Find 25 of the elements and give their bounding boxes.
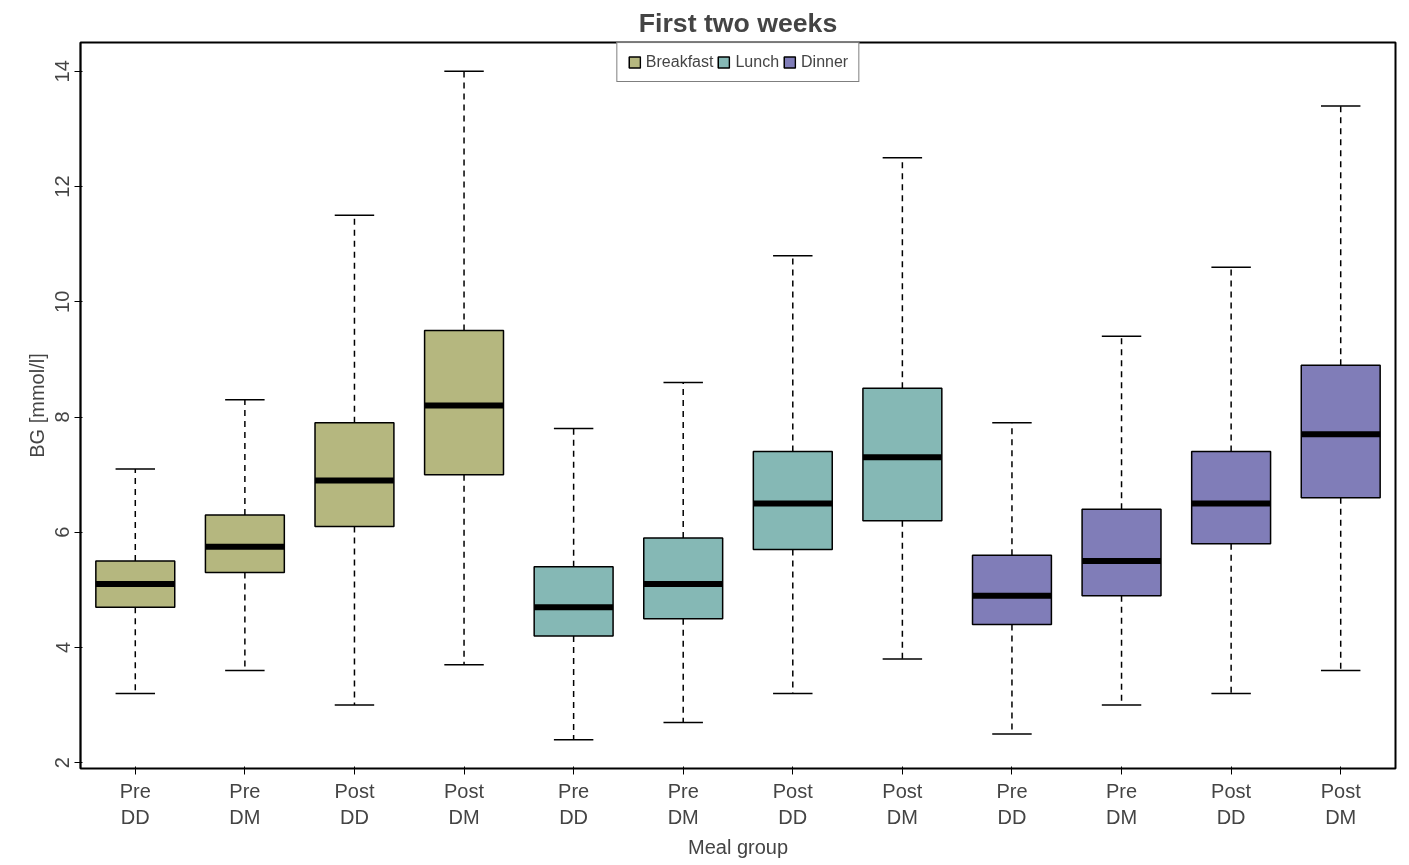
x-tick-label: Pre DD (119, 779, 151, 828)
y-tick-label: 8 (51, 411, 74, 423)
y-tick-label: 10 (51, 290, 74, 313)
legend-label: Lunch (735, 53, 780, 71)
legend-label: Breakfast (645, 53, 714, 71)
x-tick-label: Pre DM (1105, 779, 1138, 828)
y-tick-label: 2 (51, 757, 74, 769)
y-axis-title: BG [mmol/l] (25, 353, 48, 458)
chart-title: First two weeks (638, 7, 838, 38)
y-tick-label: 4 (51, 641, 74, 654)
x-tick-label: Post DD (772, 779, 814, 828)
y-tick-label: 14 (51, 60, 74, 83)
x-tick-label: Post DM (444, 779, 485, 828)
x-tick-label: Post DD (334, 779, 375, 828)
x-tick-label: Pre DM (667, 779, 699, 828)
x-tick-label: Post DD (1211, 779, 1252, 828)
x-tick-label: Post DM (882, 779, 923, 828)
x-tick-label: Post DM (1320, 779, 1362, 828)
y-tick-label: 6 (51, 526, 74, 538)
x-tick-label: Pre DD (558, 779, 590, 828)
y-tick-label: 12 (51, 175, 74, 198)
x-axis-title: Meal group (687, 835, 789, 858)
x-tick-label: Pre DM (229, 779, 261, 828)
x-tick-label: Pre DD (996, 779, 1028, 828)
legend-label: Dinner (801, 53, 849, 71)
